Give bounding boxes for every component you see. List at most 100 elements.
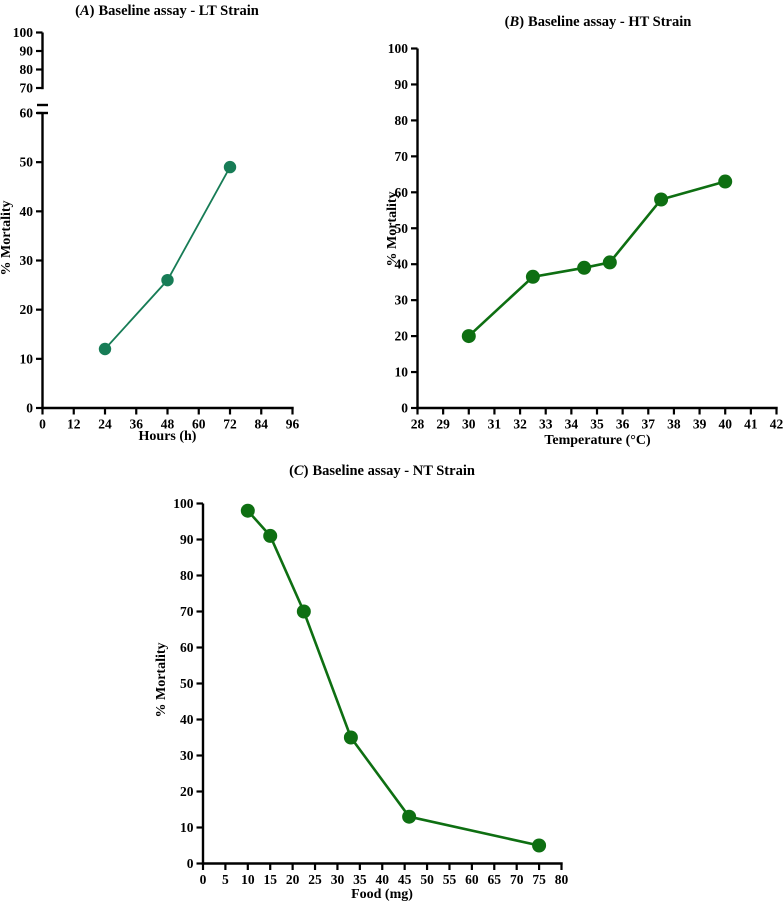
- x-tick-label: 31: [488, 417, 502, 432]
- chart-c-title: (C) Baseline assay - NT Strain: [289, 463, 475, 479]
- x-tick-label: 29: [436, 417, 450, 432]
- x-tick-label: 32: [513, 417, 527, 432]
- y-tick-label: 60: [395, 185, 409, 200]
- x-tick-label: 39: [693, 417, 707, 432]
- series-line: [246, 509, 540, 847]
- data-point: [263, 528, 278, 543]
- y-tick-label: 50: [20, 155, 34, 170]
- chart-a-y-axis-label: % Mortality: [0, 200, 14, 276]
- x-tick-label: 30: [331, 872, 345, 887]
- x-tick-label: 41: [744, 417, 758, 432]
- x-tick-label: 50: [420, 872, 434, 887]
- x-tick-label: 15: [263, 872, 277, 887]
- x-tick-label: 72: [223, 417, 237, 432]
- y-tick-label: 70: [395, 149, 409, 164]
- x-tick-label: 34: [565, 417, 579, 432]
- y-tick-label: 80: [20, 62, 34, 77]
- data-point: [461, 329, 476, 344]
- x-tick-label: 84: [255, 417, 269, 432]
- y-tick-label: 40: [20, 204, 34, 219]
- x-tick-label: 25: [308, 872, 322, 887]
- x-tick-label: 40: [376, 872, 390, 887]
- y-tick-label: 0: [187, 856, 194, 871]
- y-tick-label: 10: [20, 351, 34, 366]
- data-point: [98, 342, 112, 356]
- data-point: [654, 192, 669, 207]
- x-tick-label: 10: [241, 872, 255, 887]
- y-tick-label: 80: [395, 113, 409, 128]
- y-tick-label: 100: [388, 41, 409, 56]
- y-tick-label: 0: [26, 401, 33, 416]
- x-tick-label: 20: [286, 872, 300, 887]
- x-tick-label: 36: [130, 417, 144, 432]
- x-tick-label: 60: [192, 417, 206, 432]
- x-tick-label: 96: [286, 417, 300, 432]
- x-tick-label: 38: [667, 417, 681, 432]
- x-tick-label: 30: [462, 417, 476, 432]
- x-tick-label: 48: [161, 417, 175, 432]
- x-tick-label: 42: [770, 417, 784, 432]
- chart-c-x-axis-label: Food (mg): [351, 887, 413, 902]
- x-tick-label: 70: [510, 872, 524, 887]
- x-tick-label: 33: [539, 417, 553, 432]
- y-tick-label: 90: [395, 77, 409, 92]
- chart-a-x-axis-label: Hours (h): [138, 429, 197, 444]
- y-tick-label: 60: [20, 106, 34, 121]
- data-point: [525, 269, 540, 284]
- y-tick-label: 100: [173, 496, 194, 511]
- y-tick-label: 50: [180, 676, 194, 691]
- y-tick-label: 0: [401, 401, 408, 416]
- data-point: [296, 604, 311, 619]
- data-point: [240, 503, 255, 518]
- chart-b-title-text: Baseline assay - HT Strain: [528, 14, 692, 30]
- data-point: [532, 838, 547, 853]
- y-tick-label: 50: [395, 221, 409, 236]
- chart-b-x-axis-label: Temperature (°C): [544, 433, 651, 448]
- x-tick-label: 55: [443, 872, 457, 887]
- data-point: [343, 730, 358, 745]
- x-tick-label: 65: [488, 872, 502, 887]
- y-tick-label: 100: [13, 25, 34, 40]
- y-tick-label: 10: [395, 365, 409, 380]
- series-line: [104, 166, 231, 350]
- chart-b-y-axis-label: % Mortality: [385, 191, 400, 267]
- y-tick-label: 20: [20, 302, 34, 317]
- x-tick-label: 35: [353, 872, 367, 887]
- x-tick-label: 60: [465, 872, 479, 887]
- data-point: [718, 174, 733, 189]
- y-tick-label: 30: [180, 748, 194, 763]
- x-tick-label: 5: [222, 872, 229, 887]
- chart-b-title: (B) Baseline assay - HT Strain: [504, 14, 692, 30]
- y-tick-label: 90: [180, 532, 194, 547]
- x-tick-label: 37: [642, 417, 656, 432]
- y-tick-label: 60: [180, 640, 194, 655]
- x-tick-label: 35: [590, 417, 604, 432]
- data-point: [577, 260, 592, 275]
- x-tick-label: 40: [718, 417, 732, 432]
- data-point: [161, 273, 174, 287]
- x-tick-label: 80: [555, 872, 569, 887]
- y-tick-label: 20: [395, 329, 409, 344]
- y-tick-label: 40: [395, 257, 409, 272]
- y-tick-label: 80: [180, 568, 194, 583]
- chart-a-title-text: Baseline assay - LT Strain: [98, 3, 259, 19]
- chart-a-title: (A) Baseline assay - LT Strain: [75, 3, 259, 19]
- data-point: [602, 255, 617, 270]
- x-tick-label: 75: [532, 872, 546, 887]
- y-tick-label: 20: [180, 784, 194, 799]
- chart-c-title-text: Baseline assay - NT Strain: [312, 463, 475, 479]
- chart-c-y-axis-label: % Mortality: [154, 642, 169, 718]
- y-tick-label: 90: [20, 44, 34, 59]
- x-tick-label: 28: [411, 417, 425, 432]
- y-tick-label: 40: [180, 712, 194, 727]
- x-tick-label: 36: [616, 417, 630, 432]
- series-line: [467, 180, 726, 338]
- x-tick-label: 0: [39, 417, 46, 432]
- data-point: [402, 809, 417, 824]
- x-tick-label: 12: [67, 417, 81, 432]
- y-tick-label: 70: [20, 81, 34, 96]
- y-tick-label: 70: [180, 604, 194, 619]
- y-tick-label: 30: [20, 253, 34, 268]
- x-tick-label: 45: [398, 872, 412, 887]
